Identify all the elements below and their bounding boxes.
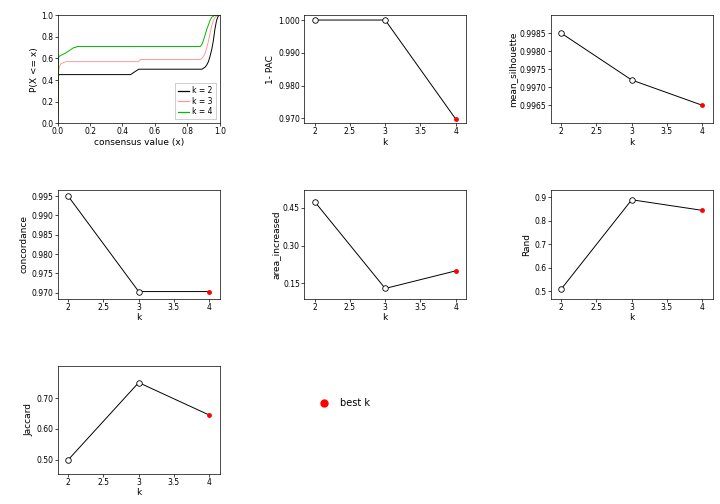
Text: best k: best k (340, 399, 370, 408)
X-axis label: k: k (382, 138, 388, 147)
Y-axis label: concordance: concordance (19, 215, 29, 274)
Y-axis label: Jaccard: Jaccard (24, 403, 34, 436)
Legend: k = 2, k = 3, k = 4: k = 2, k = 3, k = 4 (175, 83, 216, 119)
X-axis label: k: k (629, 313, 634, 322)
Y-axis label: P(X <= x): P(X <= x) (30, 47, 39, 92)
X-axis label: k: k (136, 313, 141, 322)
Y-axis label: Rand: Rand (523, 233, 531, 256)
X-axis label: k: k (136, 488, 141, 497)
X-axis label: k: k (382, 313, 388, 322)
Y-axis label: mean_silhouette: mean_silhouette (508, 31, 517, 107)
Y-axis label: 1- PAC: 1- PAC (266, 55, 275, 84)
X-axis label: k: k (629, 138, 634, 147)
X-axis label: consensus value (x): consensus value (x) (94, 138, 184, 147)
Y-axis label: area_increased: area_increased (271, 210, 280, 279)
